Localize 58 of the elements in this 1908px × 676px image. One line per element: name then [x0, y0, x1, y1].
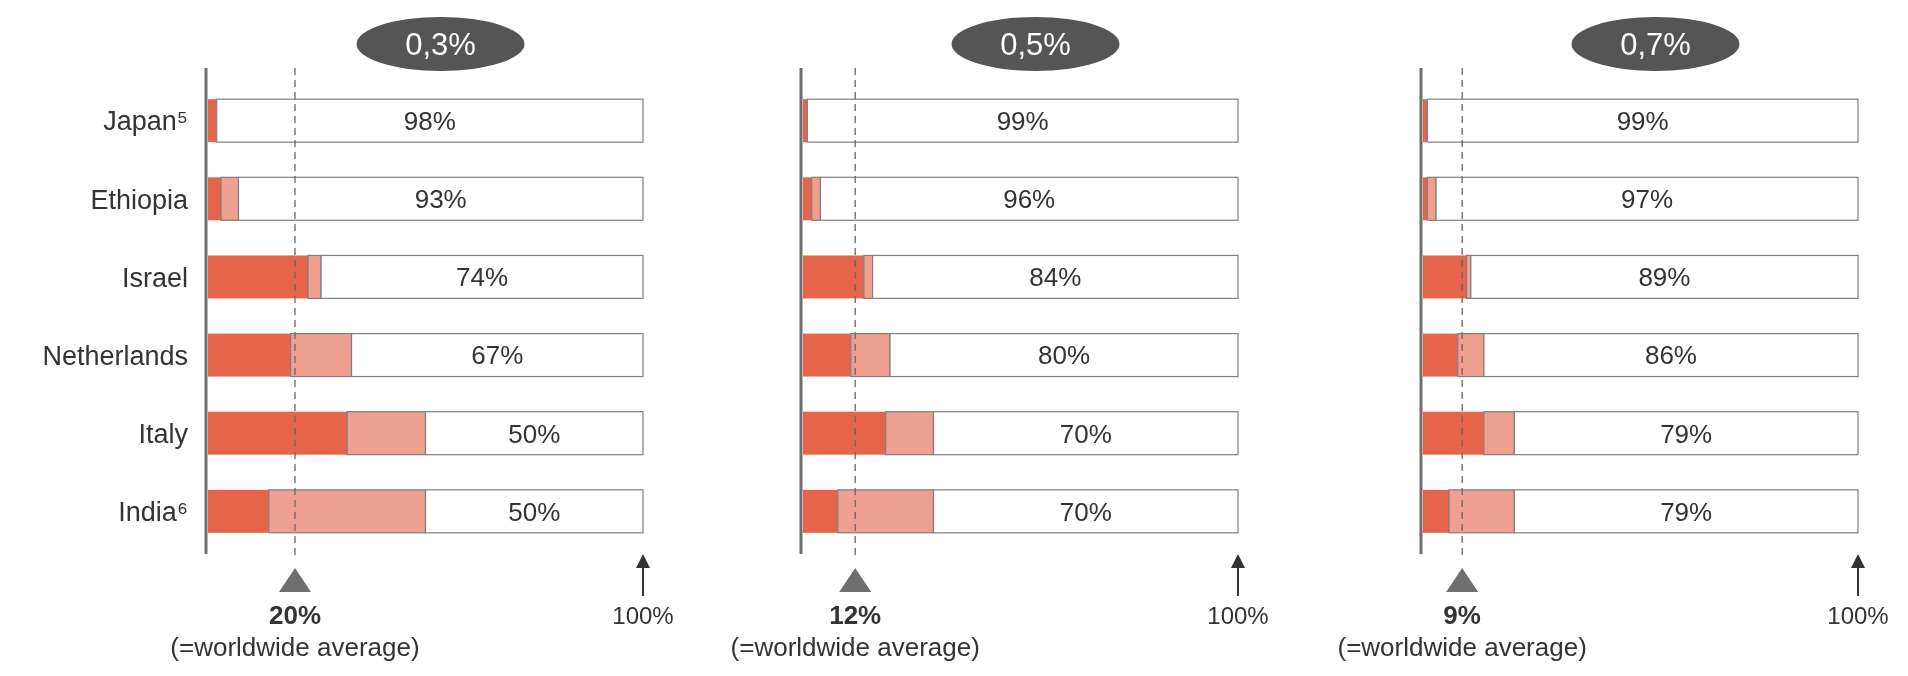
y-tick-label: Ethiopia	[90, 184, 189, 215]
text: (=worldwide average)	[730, 632, 980, 662]
bar	[803, 411, 886, 455]
data-label: 97%	[1621, 184, 1674, 215]
bar	[803, 333, 851, 377]
bar	[1423, 333, 1458, 377]
data-label: 74%	[456, 262, 509, 293]
data-label: 99%	[996, 106, 1049, 137]
bar	[208, 177, 222, 221]
bar	[803, 99, 808, 143]
bar	[1423, 177, 1428, 221]
data-label: 79%	[1660, 418, 1713, 449]
data-label: 70%	[1059, 496, 1112, 527]
y-tick-label: Israel	[121, 262, 188, 293]
ref-line-label: 20%	[268, 600, 322, 630]
y-tick-label: India⁶	[118, 497, 188, 528]
bar	[803, 489, 838, 533]
ref-line-label: 9%	[1443, 600, 1481, 630]
bar	[803, 255, 864, 299]
data-label: 79%	[1660, 496, 1713, 527]
bar	[1470, 254, 1859, 300]
data-label: 98%	[403, 106, 456, 137]
text: 100%	[612, 602, 674, 629]
data-label: 80%	[1037, 340, 1091, 371]
bar	[208, 411, 348, 455]
bar	[1423, 489, 1450, 533]
bar	[806, 98, 1239, 143]
data-label: 93%	[414, 184, 467, 215]
data-label: 99%	[1616, 106, 1669, 137]
bar	[208, 99, 217, 143]
y-tick-label: Netherlands	[42, 340, 188, 371]
data-label: 86%	[1644, 340, 1697, 371]
chart-title: 0,5%	[1000, 27, 1071, 63]
bar	[1423, 99, 1428, 143]
text: 100%	[1827, 602, 1889, 629]
ref-line-label: 12%	[829, 600, 882, 630]
data-label: 84%	[1029, 262, 1082, 293]
data-label: 96%	[1003, 184, 1056, 215]
chart-title: 0,7%	[1620, 27, 1691, 63]
y-tick-label: Japan⁵	[103, 106, 188, 137]
data-label: 50%	[508, 496, 561, 527]
bar	[208, 255, 309, 299]
bar	[216, 98, 644, 143]
text: 100%	[1207, 602, 1269, 629]
chart-title: 0,3%	[405, 27, 476, 63]
bar	[1423, 411, 1484, 455]
data-label: 50%	[508, 418, 561, 449]
data-label: 89%	[1638, 262, 1691, 293]
bar	[803, 177, 812, 221]
bar	[1423, 255, 1467, 299]
y-tick-label: Italy	[138, 418, 189, 449]
data-label: 70%	[1059, 418, 1112, 449]
bar	[208, 333, 291, 377]
text: (=worldwide average)	[170, 632, 420, 662]
bar	[1426, 98, 1859, 143]
data-label: 67%	[471, 340, 524, 371]
text: (=worldwide average)	[1337, 632, 1587, 662]
bar	[208, 489, 269, 533]
